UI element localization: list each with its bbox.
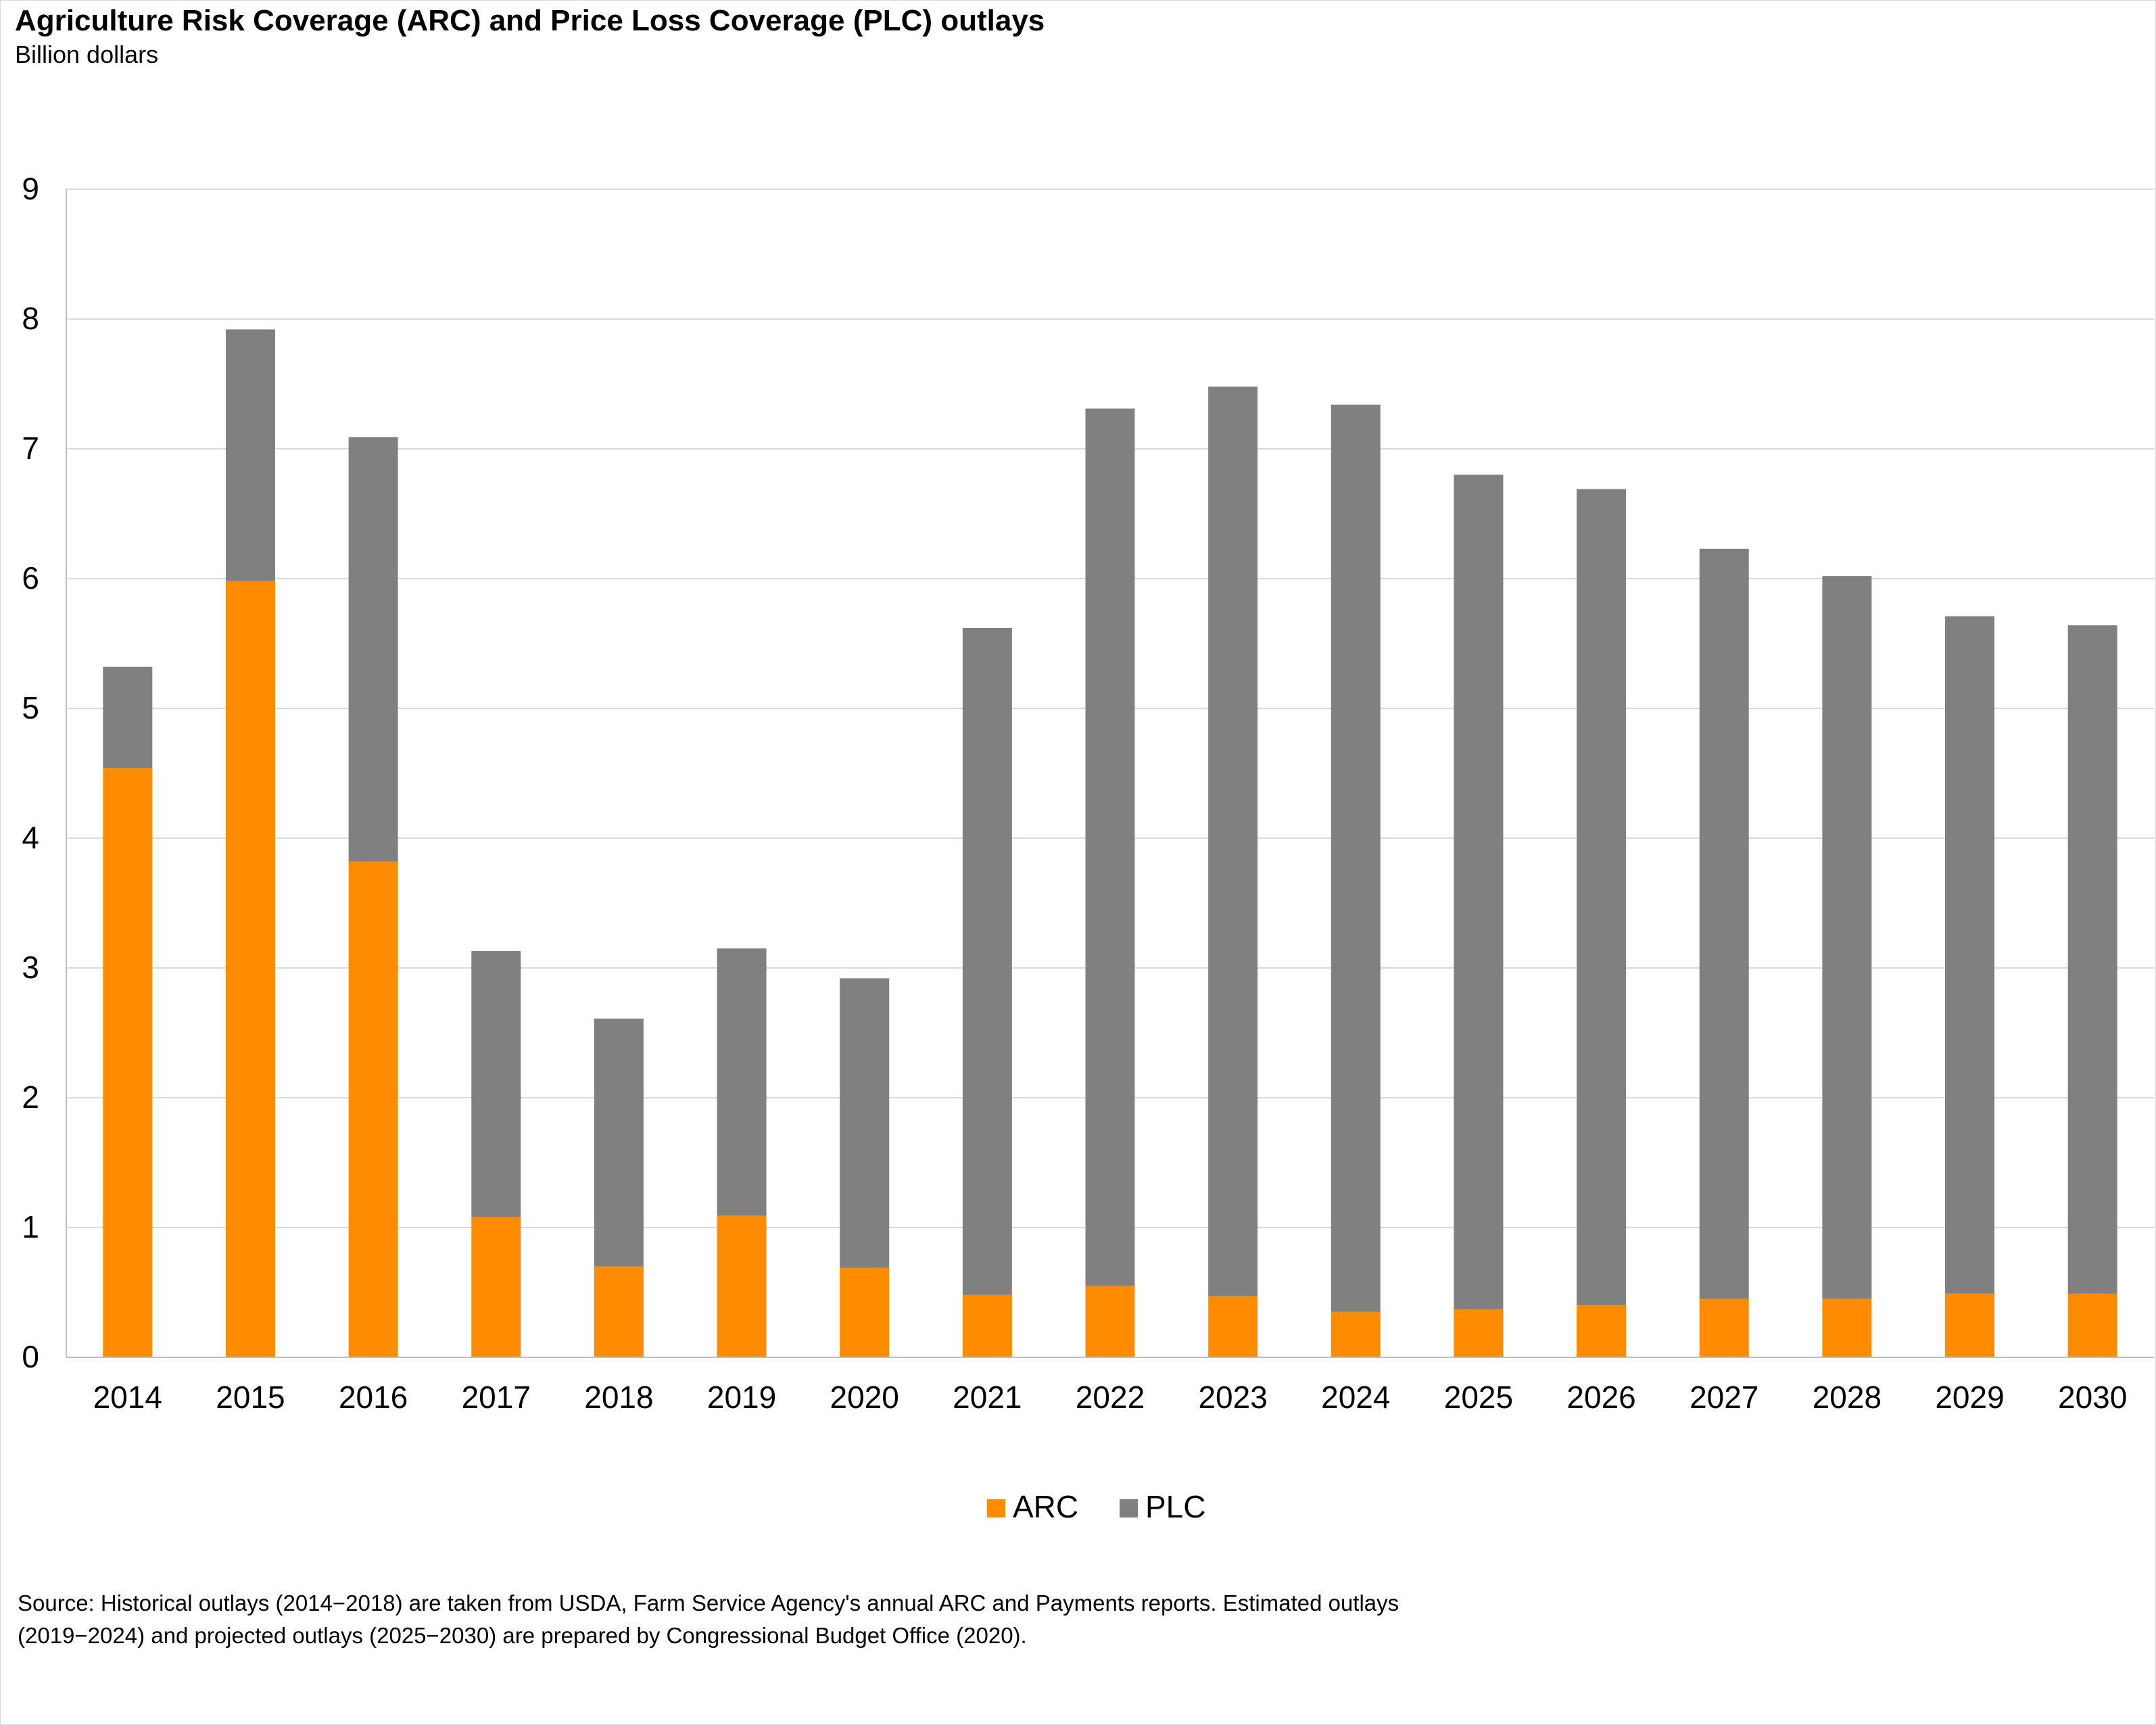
source-note: Source: Historical outlays (2014−2018) a… xyxy=(18,1587,1708,1652)
legend-label-plc: PLC xyxy=(1145,1489,1205,1524)
chart-subtitle: Billion dollars xyxy=(15,41,159,68)
bar-arc-2029 xyxy=(1945,1293,1995,1357)
bar-plc-2016 xyxy=(348,437,398,862)
y-tick-label-5: 5 xyxy=(22,690,39,725)
bar-plc-2028 xyxy=(1822,576,1872,1299)
x-tick-label-2022: 2022 xyxy=(1076,1380,1145,1415)
bar-plc-2027 xyxy=(1699,548,1749,1299)
bar-arc-2026 xyxy=(1577,1305,1627,1357)
bar-plc-2023 xyxy=(1208,386,1258,1296)
bar-arc-2015 xyxy=(225,581,275,1357)
x-tick-label-2015: 2015 xyxy=(216,1380,285,1415)
bar-plc-2030 xyxy=(2067,625,2117,1294)
y-tick-label-8: 8 xyxy=(22,301,39,336)
bar-arc-2019 xyxy=(717,1215,767,1357)
bar-plc-2019 xyxy=(717,948,767,1216)
y-tick-label-4: 4 xyxy=(22,820,39,855)
x-tick-label-2025: 2025 xyxy=(1444,1380,1513,1415)
bar-arc-2030 xyxy=(2067,1293,2117,1357)
bar-arc-2025 xyxy=(1454,1309,1504,1357)
bar-plc-2015 xyxy=(225,329,275,581)
bar-plc-2024 xyxy=(1331,404,1381,1312)
x-tick-label-2016: 2016 xyxy=(339,1380,408,1415)
bar-arc-2016 xyxy=(348,861,398,1357)
legend-label-arc: ARC xyxy=(1013,1489,1078,1524)
x-tick-label-2028: 2028 xyxy=(1813,1380,1882,1415)
x-tick-label-2024: 2024 xyxy=(1321,1380,1390,1415)
y-tick-label-7: 7 xyxy=(22,431,39,466)
bar-arc-2023 xyxy=(1208,1296,1258,1357)
bar-plc-2026 xyxy=(1577,489,1627,1306)
bar-arc-2022 xyxy=(1085,1286,1135,1357)
y-tick-label-9: 9 xyxy=(22,171,39,206)
y-tick-label-6: 6 xyxy=(22,560,39,596)
bar-plc-2025 xyxy=(1454,475,1504,1309)
bar-arc-2024 xyxy=(1331,1311,1381,1357)
x-tick-label-2029: 2029 xyxy=(1935,1380,2004,1415)
bar-plc-2021 xyxy=(962,627,1012,1295)
y-tick-label-2: 2 xyxy=(22,1079,39,1115)
y-tick-label-3: 3 xyxy=(22,950,39,985)
x-tick-label-2023: 2023 xyxy=(1198,1380,1267,1415)
bar-arc-2017 xyxy=(471,1217,521,1357)
chart-title: Agriculture Risk Coverage (ARC) and Pric… xyxy=(15,4,1045,37)
x-tick-label-2019: 2019 xyxy=(707,1380,776,1415)
y-tick-label-0: 0 xyxy=(22,1339,39,1374)
legend-swatch-arc xyxy=(987,1499,1005,1517)
legend-swatch-plc xyxy=(1120,1499,1138,1517)
y-tick-label-1: 1 xyxy=(22,1209,39,1244)
x-tick-label-2027: 2027 xyxy=(1690,1380,1758,1415)
bar-plc-2018 xyxy=(594,1018,644,1267)
x-tick-label-2030: 2030 xyxy=(2058,1380,2127,1415)
x-tick-label-2021: 2021 xyxy=(953,1380,1022,1415)
bar-plc-2022 xyxy=(1085,408,1135,1286)
x-tick-label-2018: 2018 xyxy=(584,1380,653,1415)
bar-arc-2014 xyxy=(103,768,153,1357)
x-tick-label-2017: 2017 xyxy=(462,1380,531,1415)
bar-arc-2021 xyxy=(962,1294,1012,1357)
bar-arc-2018 xyxy=(594,1266,644,1357)
source-line-1: Source: Historical outlays (2014−2018) a… xyxy=(18,1590,1399,1615)
bar-arc-2020 xyxy=(840,1267,890,1357)
x-tick-label-2020: 2020 xyxy=(830,1380,899,1415)
bar-plc-2029 xyxy=(1945,616,1995,1294)
x-tick-label-2026: 2026 xyxy=(1566,1380,1635,1415)
bar-plc-2017 xyxy=(471,951,521,1217)
bar-arc-2027 xyxy=(1699,1298,1749,1357)
x-tick-label-2014: 2014 xyxy=(93,1380,162,1415)
bar-plc-2014 xyxy=(103,666,153,769)
source-line-2: (2019−2024) and projected outlays (2025−… xyxy=(18,1623,1027,1648)
bar-arc-2028 xyxy=(1822,1298,1872,1357)
bar-plc-2020 xyxy=(840,978,890,1268)
